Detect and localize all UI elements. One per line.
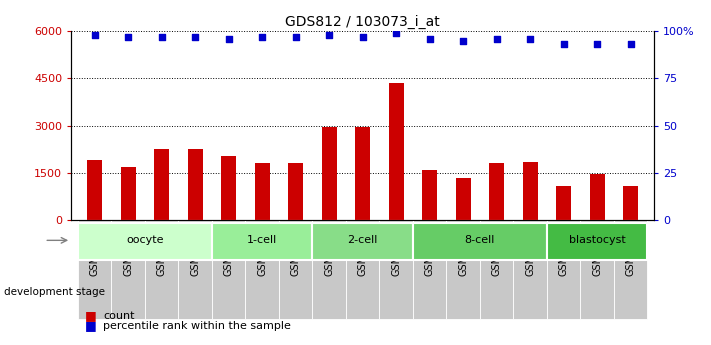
- Point: [324, 32, 335, 38]
- FancyBboxPatch shape: [513, 220, 547, 222]
- Text: 1-cell: 1-cell: [247, 235, 277, 245]
- Bar: [121, 167, 136, 220]
- FancyBboxPatch shape: [480, 220, 513, 222]
- Bar: [312, 223, 413, 260]
- Point: [156, 34, 167, 39]
- Bar: [447, 220, 480, 318]
- Point: [424, 36, 435, 41]
- Bar: [355, 127, 370, 220]
- Bar: [623, 186, 638, 220]
- Bar: [77, 223, 212, 260]
- Bar: [580, 220, 614, 318]
- Bar: [77, 220, 112, 318]
- Point: [257, 34, 268, 39]
- Bar: [312, 220, 346, 318]
- Title: GDS812 / 103073_i_at: GDS812 / 103073_i_at: [285, 14, 440, 29]
- Bar: [614, 220, 648, 318]
- Point: [89, 32, 100, 38]
- Bar: [547, 220, 580, 318]
- Bar: [413, 223, 547, 260]
- Text: ■: ■: [85, 319, 97, 333]
- Point: [457, 38, 469, 43]
- Bar: [523, 162, 538, 220]
- Bar: [212, 220, 245, 318]
- Bar: [589, 175, 604, 220]
- Point: [223, 36, 234, 41]
- Bar: [245, 220, 279, 318]
- FancyBboxPatch shape: [145, 220, 178, 222]
- Point: [390, 30, 402, 36]
- Text: 8-cell: 8-cell: [465, 235, 495, 245]
- FancyBboxPatch shape: [614, 220, 648, 222]
- Bar: [212, 223, 312, 260]
- Point: [491, 36, 503, 41]
- Text: development stage: development stage: [4, 287, 105, 296]
- FancyBboxPatch shape: [178, 220, 212, 222]
- Text: oocyte: oocyte: [126, 235, 164, 245]
- Point: [592, 41, 603, 47]
- Point: [189, 34, 201, 39]
- FancyBboxPatch shape: [77, 220, 112, 222]
- Bar: [413, 220, 447, 318]
- Bar: [279, 220, 312, 318]
- Bar: [288, 164, 303, 220]
- Bar: [255, 164, 269, 220]
- FancyBboxPatch shape: [380, 220, 413, 222]
- Bar: [456, 178, 471, 220]
- Bar: [556, 186, 571, 220]
- Point: [558, 41, 570, 47]
- Text: blastocyst: blastocyst: [569, 235, 626, 245]
- Bar: [87, 160, 102, 220]
- Text: percentile rank within the sample: percentile rank within the sample: [103, 321, 291, 331]
- Bar: [112, 220, 145, 318]
- Text: 2-cell: 2-cell: [348, 235, 378, 245]
- Text: ■: ■: [85, 309, 97, 322]
- Bar: [145, 220, 178, 318]
- FancyBboxPatch shape: [112, 220, 145, 222]
- FancyBboxPatch shape: [346, 220, 380, 222]
- Bar: [380, 220, 413, 318]
- Bar: [188, 149, 203, 220]
- FancyBboxPatch shape: [413, 220, 447, 222]
- Bar: [321, 127, 336, 220]
- Point: [625, 41, 636, 47]
- Bar: [422, 170, 437, 220]
- Point: [525, 36, 536, 41]
- Text: count: count: [103, 311, 134, 321]
- FancyBboxPatch shape: [212, 220, 245, 222]
- FancyBboxPatch shape: [580, 220, 614, 222]
- Point: [122, 34, 134, 39]
- FancyBboxPatch shape: [279, 220, 312, 222]
- FancyBboxPatch shape: [245, 220, 279, 222]
- FancyBboxPatch shape: [312, 220, 346, 222]
- Bar: [489, 164, 504, 220]
- Bar: [480, 220, 513, 318]
- Point: [357, 34, 368, 39]
- Bar: [513, 220, 547, 318]
- Point: [290, 34, 301, 39]
- Bar: [346, 220, 380, 318]
- Bar: [221, 156, 236, 220]
- Bar: [154, 149, 169, 220]
- FancyBboxPatch shape: [447, 220, 480, 222]
- Bar: [547, 223, 648, 260]
- FancyBboxPatch shape: [547, 220, 580, 222]
- Bar: [178, 220, 212, 318]
- Bar: [389, 83, 404, 220]
